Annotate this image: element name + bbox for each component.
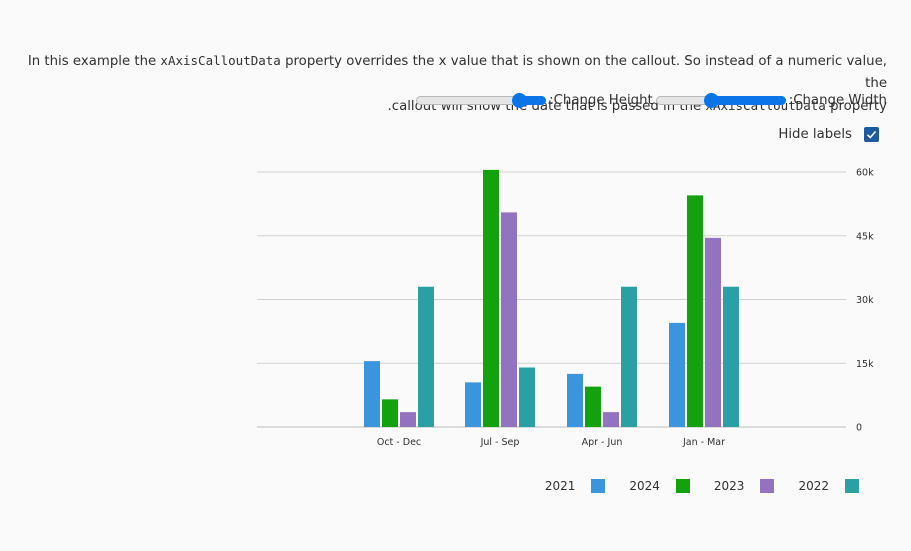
checkmark-icon (866, 130, 877, 139)
x-tick-label: Jan - Mar (682, 437, 725, 448)
hide-labels-checkbox[interactable] (864, 127, 879, 142)
legend-label: 2024 (629, 479, 660, 493)
bar-2024 (382, 399, 398, 427)
bar-2022 (723, 286, 739, 427)
bar-2021 (465, 382, 481, 427)
y-tick-label: 15k (856, 359, 874, 370)
chart-legend: 2021 2024 2023 2022 (545, 479, 859, 493)
bar-2021 (567, 373, 583, 427)
bar-2023 (603, 412, 619, 427)
legend-swatch (591, 479, 606, 493)
description: In this example the xAxisCalloutData pro… (27, 50, 887, 118)
bar-2023 (400, 412, 416, 427)
legend-label: 2022 (798, 479, 829, 493)
x-tick-label: Jul - Sep (480, 437, 520, 448)
y-tick-label: 45k (856, 231, 874, 242)
legend-item-2024[interactable]: 2024 (629, 479, 690, 493)
hide-labels-label: Hide labels (778, 127, 852, 142)
change-height-label: Change Height: (549, 92, 653, 108)
bar-2021 (364, 361, 380, 427)
chart-controls: Change Width: Change Height: (413, 90, 887, 110)
bar-2024 (687, 195, 703, 427)
bar-2022 (519, 367, 535, 427)
change-width-control: Change Width: (653, 90, 887, 110)
slider-thumb[interactable] (512, 93, 528, 108)
bar-2023 (705, 237, 721, 427)
x-tick-label: Apr - Jun (582, 437, 623, 448)
bar-2023 (501, 212, 517, 427)
slider-fill (711, 96, 786, 105)
bar-2024 (483, 169, 499, 427)
legend-swatch (760, 479, 775, 493)
y-tick-label: 0 (856, 423, 862, 434)
bar-2024 (585, 386, 601, 427)
x-tick-label: Oct - Dec (377, 437, 421, 448)
y-tick-label: 30k (856, 295, 874, 306)
change-height-control: Change Height: (413, 90, 653, 110)
change-width-label: Change Width: (788, 92, 887, 108)
legend-item-2022[interactable]: 2022 (798, 479, 859, 493)
change-width-slider[interactable] (655, 90, 786, 110)
description-line-1: In this example the xAxisCalloutData pro… (27, 53, 887, 91)
legend-label: 2021 (544, 479, 576, 493)
hide-labels-toggle[interactable]: Hide labels (778, 127, 879, 142)
legend-swatch (845, 479, 859, 493)
bar-2021 (669, 322, 685, 427)
legend-label: 2023 (713, 479, 745, 493)
bar-2022 (418, 286, 434, 427)
code-xaxiscalloutdata: xAxisCalloutData (160, 53, 281, 68)
bar-2022 (621, 286, 637, 427)
change-height-slider[interactable] (416, 90, 547, 110)
slider-thumb[interactable] (703, 93, 719, 108)
legend-item-2021[interactable]: 2021 (545, 479, 606, 493)
legend-swatch (675, 479, 690, 493)
slider-fill (520, 96, 547, 105)
y-tick-label: 60k (856, 168, 874, 179)
legend-item-2023[interactable]: 2023 (714, 479, 775, 493)
